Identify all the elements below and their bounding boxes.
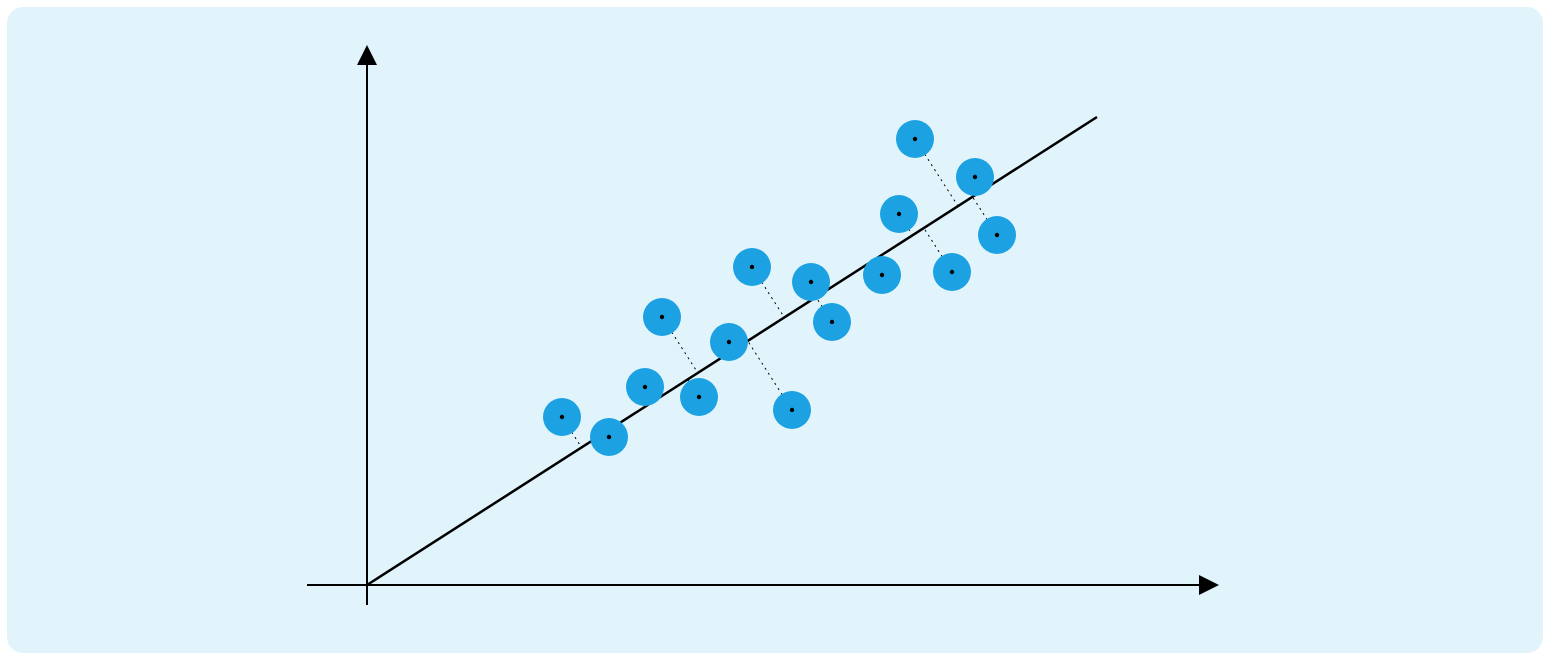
data-point (978, 216, 1016, 254)
data-point (643, 298, 681, 336)
chart-panel (7, 7, 1543, 653)
data-point (792, 263, 830, 301)
data-point (896, 120, 934, 158)
data-point (933, 253, 971, 291)
data-point (733, 248, 771, 286)
data-point (543, 398, 581, 436)
data-point (880, 195, 918, 233)
data-point (590, 418, 628, 456)
data-points (543, 120, 1016, 456)
data-point (813, 303, 851, 341)
data-point (773, 391, 811, 429)
data-point (956, 158, 994, 196)
regression-scatter-chart (7, 7, 1543, 653)
data-point (863, 256, 901, 294)
data-point (626, 368, 664, 406)
data-point (710, 323, 748, 361)
data-point (680, 378, 718, 416)
